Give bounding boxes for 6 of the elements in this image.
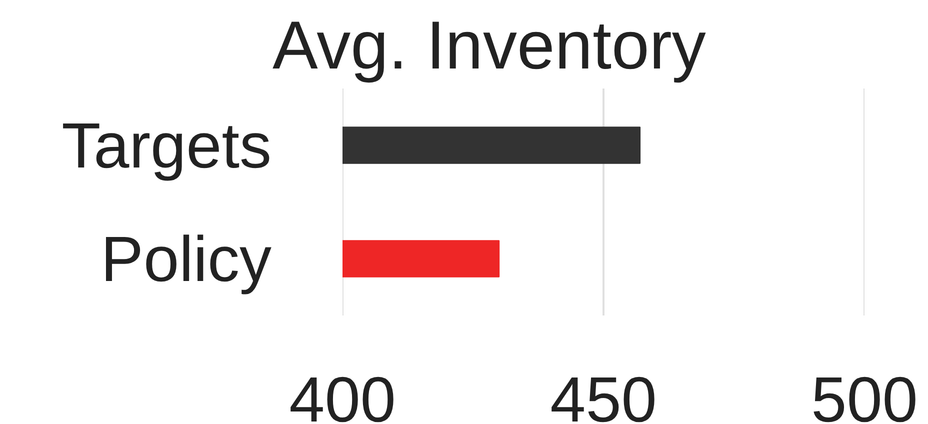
y-tick-label: Policy (100, 222, 272, 295)
x-tick-label: 500 (811, 364, 918, 424)
y-tick-label: Targets (62, 109, 272, 182)
x-tick-label: 400 (289, 364, 396, 424)
chart-title: Avg. Inventory (272, 8, 706, 84)
x-tick-label: 450 (550, 364, 657, 424)
